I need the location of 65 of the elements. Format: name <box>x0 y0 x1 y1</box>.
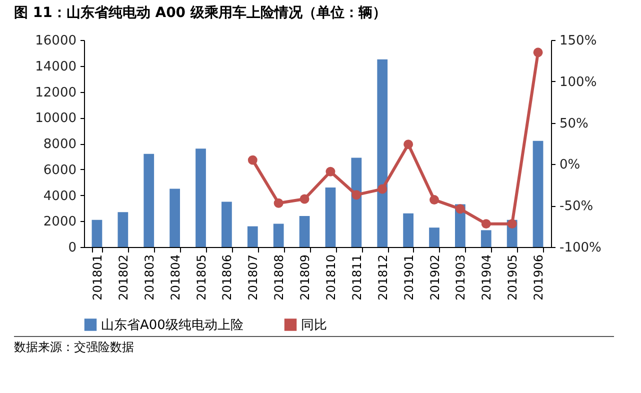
x-tick-label: 201902 <box>428 254 442 300</box>
x-tick-label: 201807 <box>246 254 260 300</box>
y2-tick-label: -100% <box>560 240 602 256</box>
y2-tick-label: 100% <box>560 74 597 90</box>
bar <box>247 226 258 247</box>
x-tick-label: 201809 <box>298 254 312 300</box>
point <box>300 194 310 204</box>
y-tick-label: 6000 <box>43 162 76 178</box>
bar <box>222 202 232 247</box>
y-tick-label: 2000 <box>43 214 76 230</box>
y-tick-label: 14000 <box>35 59 76 74</box>
x-tick-label: 201812 <box>376 254 390 300</box>
x-tick-label: 201810 <box>324 254 338 300</box>
y-tick-label: 10000 <box>35 111 76 126</box>
bar <box>144 154 154 247</box>
x-tick-label: 201802 <box>116 254 130 300</box>
x-tick-label: 201804 <box>168 254 182 300</box>
bar <box>170 188 180 247</box>
point <box>533 48 543 58</box>
x-tick-label: 201904 <box>480 254 494 300</box>
bar <box>351 158 362 247</box>
x-tick-label: 201808 <box>272 254 286 300</box>
x-tick-label: 201903 <box>454 254 468 300</box>
y2-tick-label: 0% <box>560 158 580 173</box>
y-tick-label: 12000 <box>35 85 76 100</box>
y2-tick-label: 50% <box>560 116 588 132</box>
bar <box>299 216 310 247</box>
point <box>326 166 336 176</box>
y-tick-label: 0 <box>68 240 76 256</box>
x-tick-label: 201811 <box>350 254 364 300</box>
x-tick-label: 201805 <box>194 254 208 300</box>
bar <box>273 224 284 247</box>
x-tick-label: 201801 <box>90 254 104 300</box>
bar <box>532 140 544 247</box>
x-tick-label: 201905 <box>506 254 520 300</box>
point <box>455 204 465 214</box>
bar <box>118 212 128 247</box>
bar <box>377 59 388 247</box>
point <box>507 219 517 229</box>
legend-label: 同比 <box>301 318 327 333</box>
point <box>248 155 258 165</box>
x-tick-label: 201901 <box>402 254 416 300</box>
bar <box>403 213 414 247</box>
point <box>481 219 491 229</box>
bar <box>325 187 336 247</box>
legend-label: 山东省A00级纯电动上险 <box>101 318 244 333</box>
x-tick-label: 201806 <box>220 254 234 300</box>
y-tick-label: 4000 <box>43 188 76 204</box>
y2-tick-label: -50% <box>560 199 594 214</box>
point <box>274 198 284 208</box>
point <box>404 140 414 150</box>
bar <box>196 148 206 247</box>
point <box>352 190 362 200</box>
chart-title: 图 11：山东省纯电动 A00 级乘用车上险情况（单位：辆） <box>14 4 386 21</box>
x-tick-label: 201906 <box>532 254 546 300</box>
bar <box>480 230 492 247</box>
y-tick-label: 16000 <box>35 34 76 48</box>
y2-tick-label: 150% <box>560 34 597 48</box>
bar <box>429 228 440 247</box>
x-tick-label: 201803 <box>142 254 156 300</box>
point <box>430 195 439 205</box>
y-tick-label: 8000 <box>43 137 76 152</box>
point <box>378 184 388 194</box>
source-note: 数据来源：交强险数据 <box>14 336 614 356</box>
bar <box>92 220 102 247</box>
